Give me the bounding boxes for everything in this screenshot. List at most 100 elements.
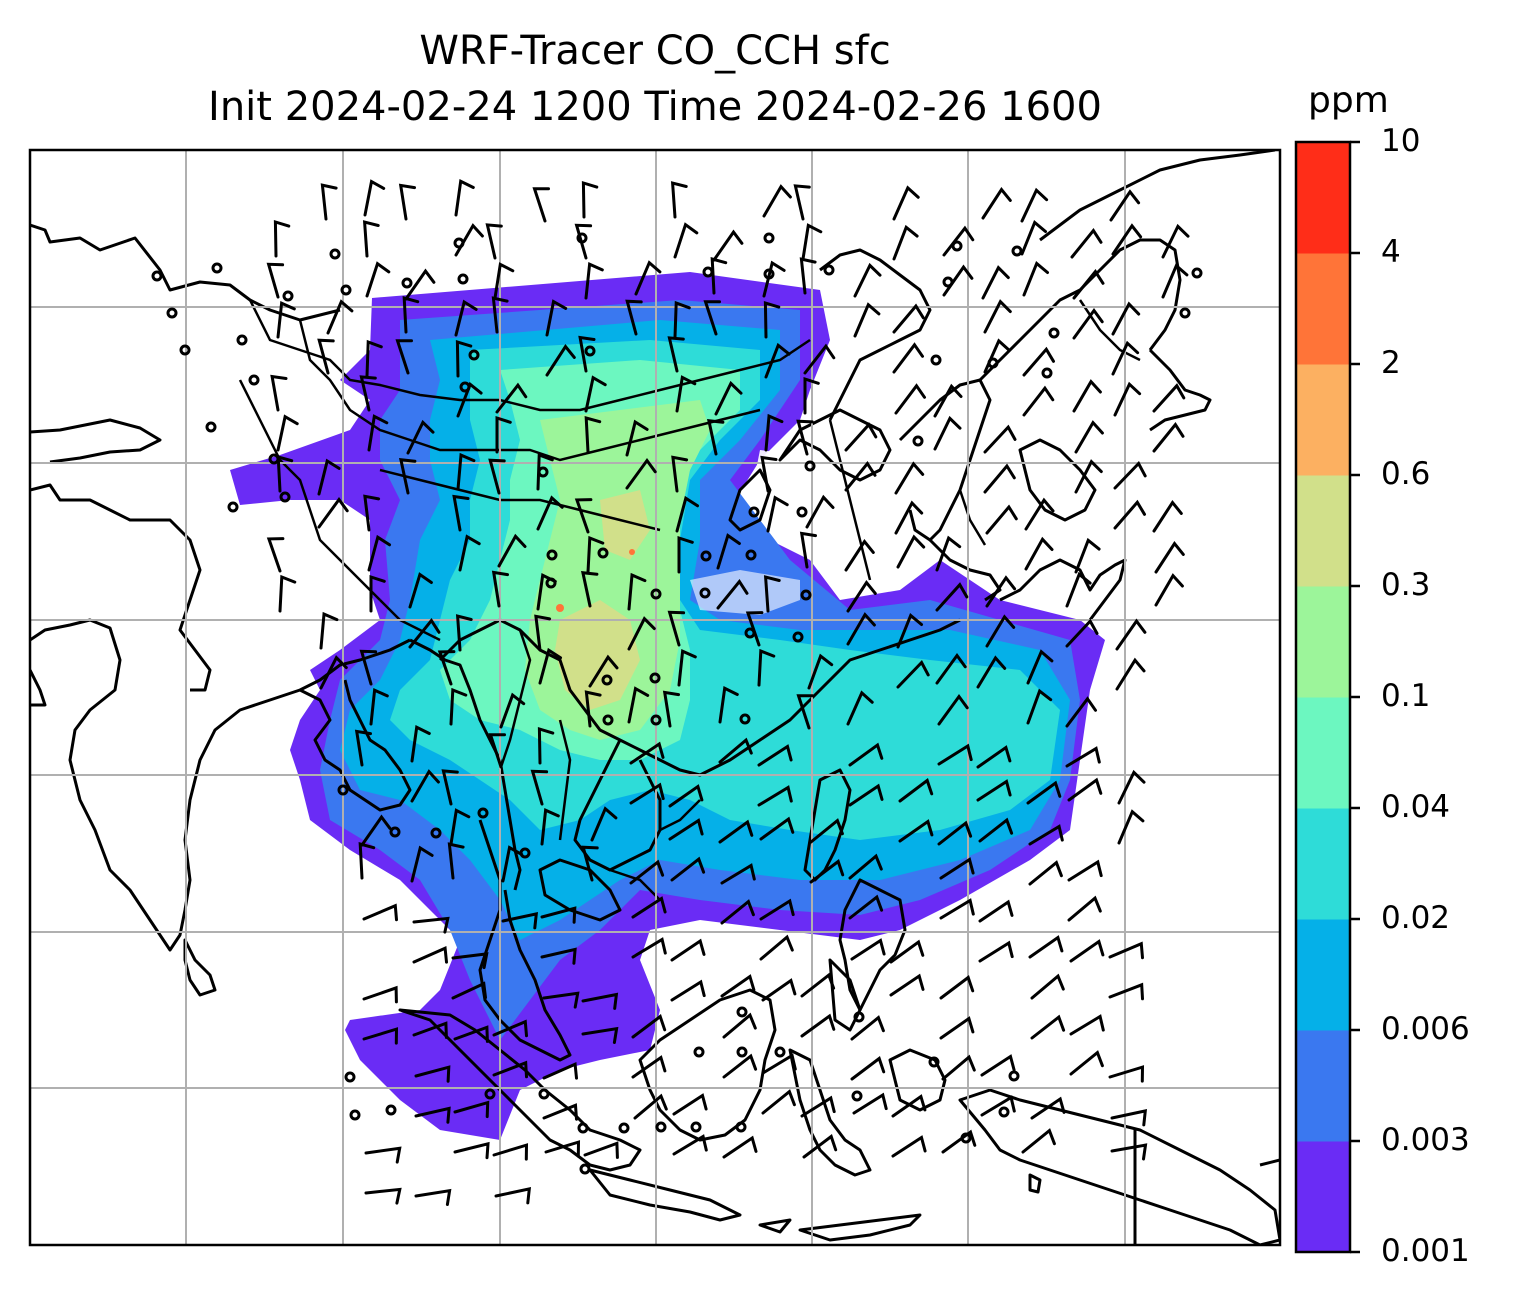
wind-barb <box>364 1187 402 1205</box>
wind-barb <box>850 1015 885 1041</box>
wind-barb <box>763 575 781 613</box>
calm-wind-circle <box>484 1088 496 1100</box>
wind-barb <box>492 1019 528 1038</box>
wind-barb <box>978 899 1014 923</box>
wind-barb <box>1161 263 1189 299</box>
calm-wind-circle <box>584 345 596 357</box>
calm-wind-circle <box>649 672 661 684</box>
calm-wind-circle <box>912 435 924 447</box>
wind-barb <box>454 179 475 217</box>
wind-barb <box>718 686 739 724</box>
wind-barb <box>363 179 386 217</box>
wind-barb <box>581 1026 619 1044</box>
wind-barb <box>326 299 354 335</box>
colorbar-segment <box>1296 1141 1350 1253</box>
wind-barb <box>980 1054 1016 1077</box>
wind-barb <box>673 222 699 259</box>
wind-barb <box>584 690 602 728</box>
wind-barb <box>456 452 476 491</box>
wind-barb <box>983 299 1012 334</box>
wind-barb <box>667 610 686 647</box>
calm-wind-circle <box>1011 245 1023 257</box>
wind-barb <box>852 1092 888 1115</box>
wind-barb <box>985 504 1018 535</box>
wind-barb <box>848 742 884 767</box>
wind-barb <box>631 1055 667 1079</box>
calm-wind-circle <box>602 714 614 726</box>
wind-barb <box>491 296 509 334</box>
colorbar-tick-label: 0.001 <box>1381 1233 1470 1269</box>
calm-wind-circle <box>700 550 712 562</box>
wind-barb <box>766 495 789 533</box>
calm-wind-circle <box>344 1071 356 1083</box>
colorbar <box>1294 140 1360 1254</box>
wind-barb <box>364 1146 402 1164</box>
wind-barb <box>441 769 459 806</box>
wind-barb <box>367 534 391 572</box>
country-borders <box>238 299 1141 901</box>
wind-barb <box>544 1140 581 1158</box>
wind-barb <box>317 496 349 529</box>
calm-wind-circle <box>430 827 442 839</box>
wind-barb <box>672 1093 708 1116</box>
calm-wind-circle <box>205 421 217 433</box>
wind-barb <box>586 535 605 574</box>
wind-barb <box>722 1135 758 1159</box>
calm-wind-circle <box>930 354 942 366</box>
calm-wind-circle <box>389 826 401 838</box>
wind-barb <box>718 819 754 844</box>
calm-wind-circle <box>823 264 835 276</box>
wind-barb <box>667 336 685 373</box>
colorbar-segment <box>1296 697 1350 809</box>
wind-barb <box>449 808 471 846</box>
wind-barb <box>317 338 335 375</box>
wind-barb <box>499 692 526 729</box>
colorbar-tick-label: 0.02 <box>1381 900 1451 936</box>
wind-barb <box>414 1188 452 1206</box>
wind-barb <box>319 611 339 650</box>
wind-barb <box>853 262 882 298</box>
wind-barb <box>1020 220 1047 256</box>
wind-barb <box>1113 499 1146 530</box>
calm-wind-circle <box>248 374 260 386</box>
wind-barb <box>545 299 568 337</box>
wind-barb <box>449 687 468 726</box>
wind-barb <box>452 494 470 532</box>
wind-barb <box>985 575 1017 608</box>
wind-barb <box>673 300 691 339</box>
wind-barb <box>898 819 934 843</box>
wind-barb <box>453 1141 490 1160</box>
wind-barb <box>536 495 564 531</box>
wind-barb <box>537 726 555 765</box>
wind-barb <box>412 1021 448 1039</box>
wind-barb <box>1111 340 1140 376</box>
wind-barb <box>891 1135 927 1158</box>
wind-barb <box>453 1100 490 1119</box>
wind-barb <box>976 779 1012 802</box>
wind-barb <box>1113 381 1142 417</box>
calm-wind-circle <box>796 506 808 518</box>
wind-barb <box>581 992 619 1010</box>
wind-barb <box>540 807 560 846</box>
colorbar-segment <box>1296 919 1350 1031</box>
wind-barb <box>1115 657 1146 691</box>
calm-wind-circle <box>736 1046 748 1058</box>
wind-barb <box>889 973 925 997</box>
wind-barb <box>492 1060 528 1079</box>
wind-barb <box>578 335 596 373</box>
wind-barb <box>542 1061 578 1080</box>
calm-wind-circle <box>282 290 294 302</box>
wind-barb <box>574 498 593 534</box>
wind-barb <box>939 1016 975 1040</box>
wind-barb <box>703 300 721 336</box>
wind-barb <box>453 1025 489 1043</box>
wind-barb <box>809 859 845 884</box>
wind-barb <box>625 299 643 336</box>
wind-barb <box>677 648 697 687</box>
calm-wind-circle <box>618 1122 630 1134</box>
wind-barb <box>757 785 793 807</box>
calm-wind-circle <box>340 284 352 296</box>
wind-barb <box>491 570 509 608</box>
wind-barb <box>670 938 706 962</box>
wind-barb <box>722 1012 757 1039</box>
